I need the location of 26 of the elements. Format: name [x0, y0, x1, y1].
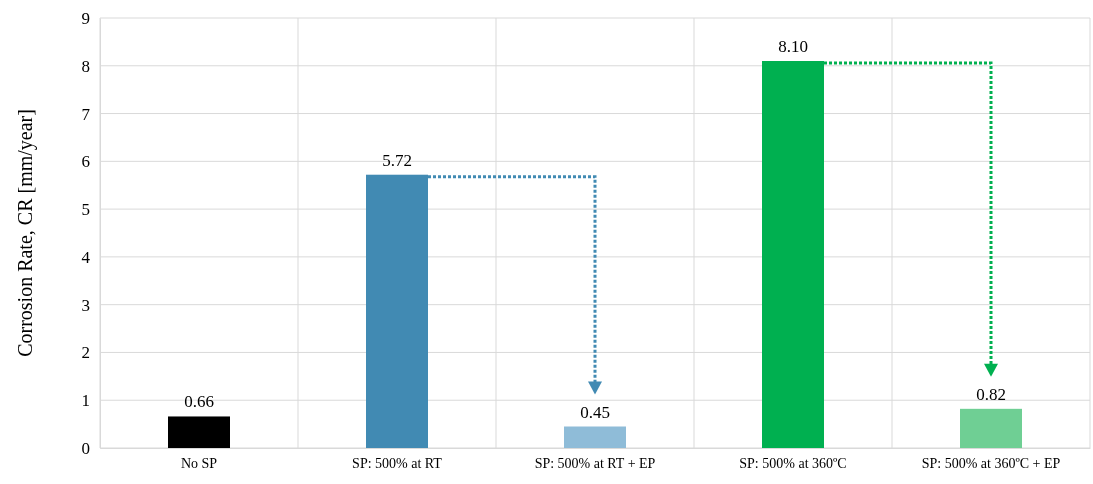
- y-tick-label: 4: [81, 247, 91, 267]
- y-tick-label: 7: [81, 104, 91, 124]
- x-tick-label: SP: 500% at RT + EP: [534, 455, 656, 471]
- y-tick-label: 9: [81, 8, 90, 28]
- x-tick-label: SP: 500% at 360ºC + EP: [921, 455, 1061, 471]
- data-label: 0.82: [976, 384, 1006, 404]
- y-tick-label: 6: [81, 152, 90, 172]
- y-tick-label: 8: [81, 56, 90, 76]
- data-label: 5.72: [382, 150, 412, 170]
- x-tick-label: No SP: [180, 455, 218, 471]
- y-tick-label: 5: [81, 200, 90, 220]
- y-axis-title: Corrosion Rate, CR [mm/year]: [14, 109, 37, 357]
- bar: [168, 416, 230, 448]
- x-tick-label: SP: 500% at 360ºC: [739, 455, 847, 471]
- bar: [960, 408, 1022, 448]
- data-label: 8.10: [778, 37, 808, 56]
- bar: [366, 174, 428, 448]
- y-tick-label: 1: [81, 391, 90, 411]
- bar: [762, 61, 824, 448]
- y-tick-label: 0: [81, 438, 90, 458]
- y-tick-label: 2: [81, 343, 90, 363]
- data-label: 0.45: [580, 402, 610, 422]
- x-tick-label: SP: 500% at RT: [352, 455, 443, 471]
- y-tick-label: 3: [81, 295, 90, 315]
- bar: [564, 426, 626, 448]
- data-label: 0.66: [184, 392, 214, 412]
